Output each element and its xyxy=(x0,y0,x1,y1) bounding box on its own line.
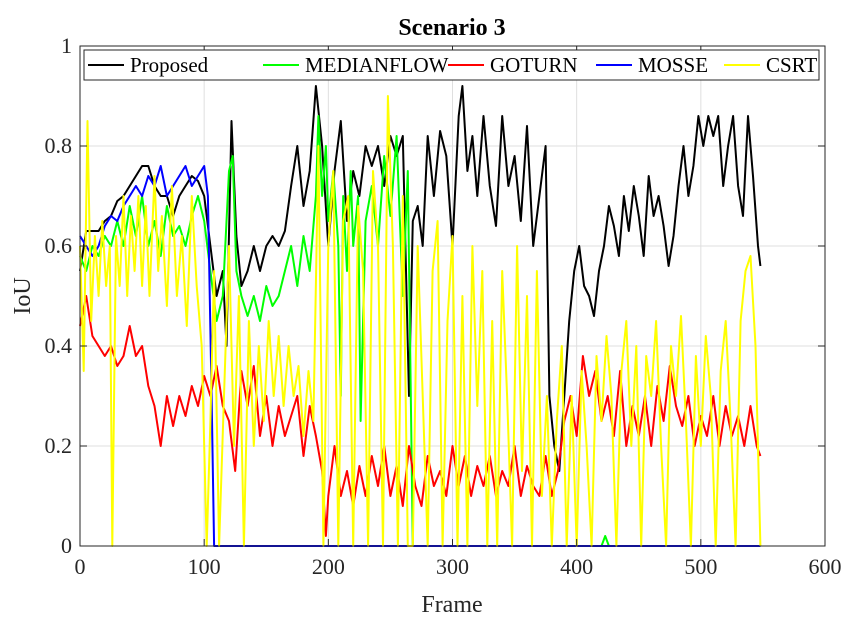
y-axis-title: IoU xyxy=(10,277,36,314)
x-tick-label: 0 xyxy=(75,554,86,579)
legend-label: MOSSE xyxy=(638,53,708,77)
x-tick-label: 200 xyxy=(312,554,345,579)
series-line-csrt xyxy=(79,95,762,547)
x-tick-label: 500 xyxy=(684,554,717,579)
legend-label: Proposed xyxy=(130,53,209,77)
x-tick-label: 600 xyxy=(809,554,842,579)
y-tick-label: 0.6 xyxy=(45,233,73,258)
legend-label: CSRT xyxy=(766,53,817,77)
y-tick-label: 0.8 xyxy=(45,133,73,158)
axis-ticks: 0 100 200 300 400 500 600 0 0.2 0.4 0.6 0.8 1 xyxy=(45,33,842,579)
y-tick-label: 0.4 xyxy=(45,333,73,358)
x-tick-label: 400 xyxy=(560,554,593,579)
legend: Proposed MEDIANFLOW GOTURN MOSSE CSRT xyxy=(83,49,820,81)
y-tick-label: 0 xyxy=(61,533,72,558)
legend-label: GOTURN xyxy=(490,53,578,77)
y-tick-label: 1 xyxy=(61,33,72,58)
x-tick-label: 300 xyxy=(436,554,469,579)
chart-title: Scenario 3 xyxy=(398,15,505,41)
x-axis-title: Frame xyxy=(421,592,482,618)
series-line-proposed xyxy=(79,85,762,472)
x-tick-label: 100 xyxy=(188,554,221,579)
series-line-goturn xyxy=(79,295,762,537)
y-tick-label: 0.2 xyxy=(45,433,73,458)
legend-label: MEDIANFLOW xyxy=(305,53,449,77)
